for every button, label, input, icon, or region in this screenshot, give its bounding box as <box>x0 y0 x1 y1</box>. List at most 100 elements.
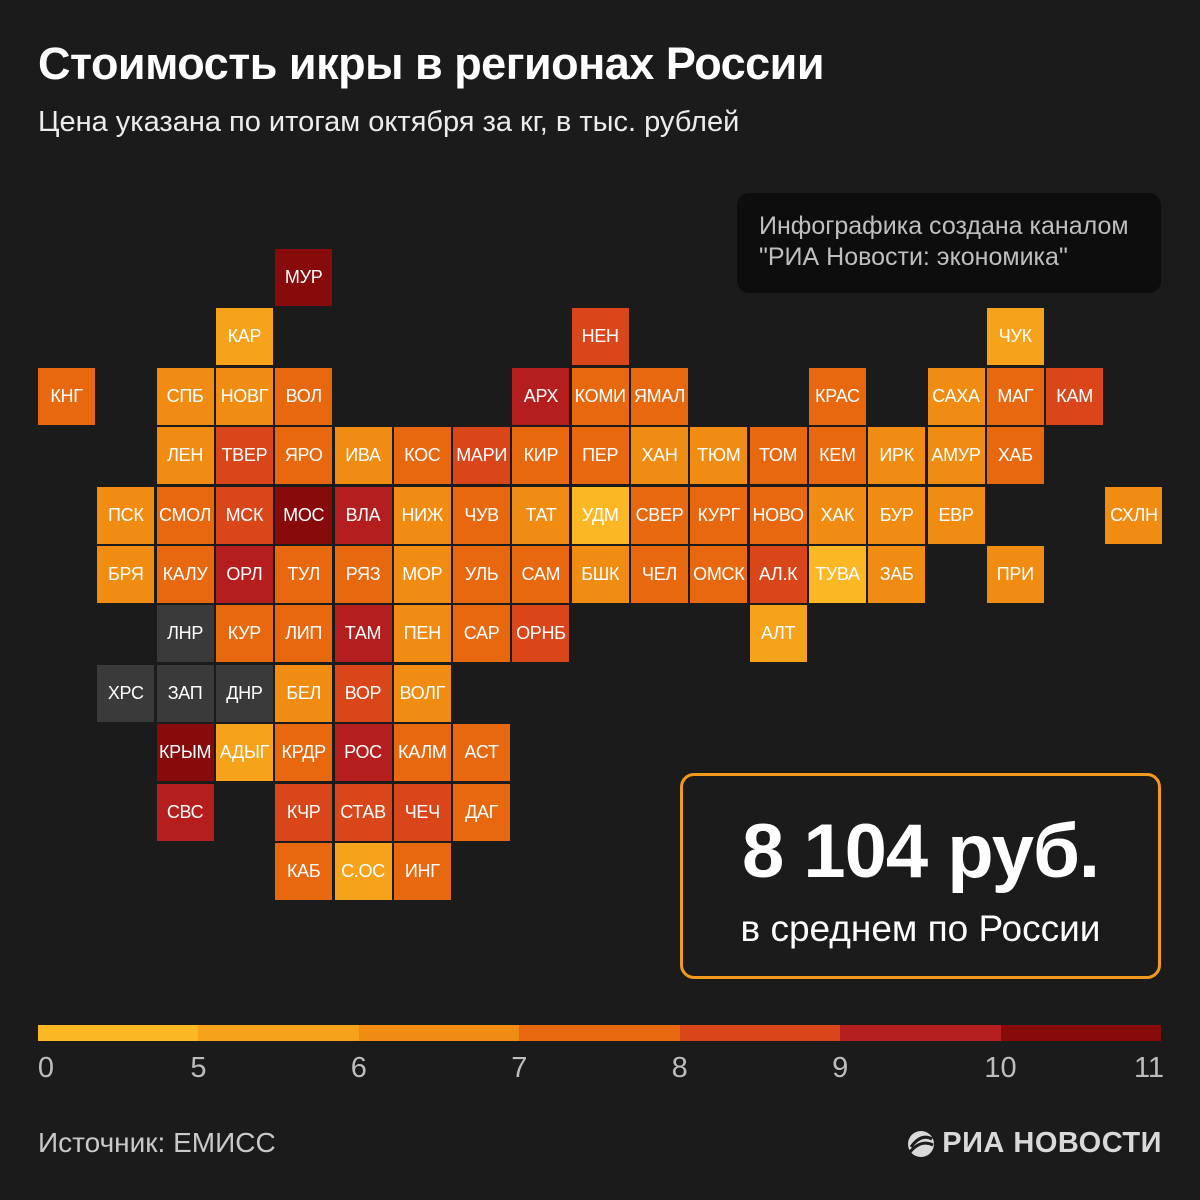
region-cell: ТУВА <box>808 546 866 603</box>
legend-tick: 11 <box>1133 1052 1165 1084</box>
region-cell: ЯРО <box>275 427 333 485</box>
legend-segment <box>1000 1025 1161 1041</box>
average-price-value: 8 104 руб. <box>741 809 1100 894</box>
region-cell: АСТ <box>453 724 511 782</box>
legend-segment <box>38 1025 199 1041</box>
region-cell: МАГ <box>986 367 1044 425</box>
legend-segment <box>679 1025 841 1041</box>
region-cell: ЕВР <box>927 486 985 544</box>
region-cell: КНГ <box>38 367 95 425</box>
region-cell: МСК <box>215 486 273 544</box>
region-cell: ПСК <box>97 486 155 544</box>
region-cell: ИРК <box>868 427 926 485</box>
region-cell: АЛТ <box>749 605 807 663</box>
credit-box: Инфографика создана каналом "РИА Новости… <box>737 193 1161 293</box>
region-cell: ВЛА <box>334 486 392 544</box>
region-cell: ВОЛ <box>275 367 333 425</box>
region-cell: КУР <box>215 605 273 663</box>
region-cell: ИВА <box>334 427 392 485</box>
region-cell: ЗАП <box>156 664 214 722</box>
legend-tick: 8 <box>671 1052 688 1084</box>
region-cell: РЯЗ <box>334 546 392 603</box>
region-cell: НОВГ <box>215 367 273 425</box>
average-price-caption: в среднем по России <box>740 908 1101 949</box>
region-cell: КУРГ <box>690 486 748 544</box>
region-cell: КЕМ <box>808 427 866 485</box>
region-cell: КАЛМ <box>393 724 451 782</box>
region-cell: ВОР <box>334 664 392 722</box>
region-cell: КАМ <box>1046 367 1104 425</box>
region-cell: СПБ <box>156 367 214 425</box>
region-cell: ТЮМ <box>690 427 748 485</box>
region-cell: БЕЛ <box>275 664 333 722</box>
region-cell: КРДР <box>275 724 333 782</box>
region-cell: АЛ.К <box>749 546 807 603</box>
legend-tick: 6 <box>350 1052 367 1084</box>
region-cell: ЧЕЧ <box>393 783 451 841</box>
region-cell: КИР <box>512 427 570 485</box>
region-cell: СВС <box>156 783 214 841</box>
region-cell: ЧЕЛ <box>631 546 688 603</box>
color-legend <box>38 1025 1161 1041</box>
region-cell: МОС <box>275 486 333 544</box>
region-cell: ТУЛ <box>275 546 333 603</box>
legend-segment <box>358 1025 520 1041</box>
region-cell: ПЕН <box>393 605 451 663</box>
region-cell: ЧУК <box>986 308 1044 366</box>
region-cell: СТАВ <box>334 783 392 841</box>
summary-box: 8 104 руб. в среднем по России <box>680 773 1161 979</box>
region-cell: КАР <box>215 308 273 366</box>
region-cell: ОРНБ <box>512 605 570 663</box>
legend-segment <box>198 1025 359 1041</box>
region-cell: МАРИ <box>453 427 511 485</box>
region-cell: ЧУВ <box>453 486 511 544</box>
region-cell: ОРЛ <box>215 546 273 603</box>
region-cell: ПРИ <box>986 546 1044 603</box>
region-cell: ХАН <box>631 427 688 485</box>
legend-segment <box>519 1025 680 1041</box>
region-cell: КОС <box>393 427 451 485</box>
region-cell: НЕН <box>571 308 629 366</box>
region-cell: СХЛН <box>1105 486 1163 544</box>
region-cell: ПЕР <box>571 427 629 485</box>
legend-tick: 9 <box>832 1052 849 1084</box>
region-cell: ТОМ <box>749 427 807 485</box>
region-cell: КРЫМ <box>156 724 214 782</box>
source-text: Источник: ЕМИСС <box>38 1127 276 1158</box>
credit-line-1: Инфографика создана каналом <box>759 212 1129 240</box>
region-cell: КЧР <box>275 783 333 841</box>
region-cell: КАБ <box>275 843 333 900</box>
region-cell: ХАБ <box>986 427 1044 485</box>
page-title: Стоимость икры в регионах России <box>38 38 825 89</box>
region-cell: НОВО <box>749 486 807 544</box>
region-cell: МОР <box>393 546 451 603</box>
region-cell: ДАГ <box>453 783 511 841</box>
region-cell: ТАТ <box>512 486 570 544</box>
region-cell: ВОЛГ <box>393 664 451 722</box>
region-cell: САМ <box>512 546 570 603</box>
region-cell: АДЫГ <box>215 724 273 782</box>
region-cell: СВЕР <box>631 486 688 544</box>
region-cell: КОМИ <box>571 367 629 425</box>
region-cell: КАЛУ <box>156 546 214 603</box>
region-cell: АМУР <box>927 427 985 485</box>
region-cell: МУР <box>275 249 333 306</box>
legend-segment <box>840 1025 1001 1041</box>
region-cell: ДНР <box>215 664 273 722</box>
region-cell: УДМ <box>571 486 629 544</box>
legend-tick: 0 <box>37 1052 55 1084</box>
region-cell: НИЖ <box>393 486 451 544</box>
region-cell: БШК <box>571 546 629 603</box>
credit-line-2: "РИА Новости: экономика" <box>759 243 1068 271</box>
region-cell: ЛИП <box>275 605 333 663</box>
region-cell: С.ОС <box>334 843 392 900</box>
region-cell: БУР <box>868 486 926 544</box>
region-cell: УЛЬ <box>453 546 511 603</box>
region-cell: КРАС <box>808 367 866 425</box>
ria-logo-icon <box>908 1130 935 1157</box>
page-subtitle: Цена указана по итогам октября за кг, в … <box>38 106 740 138</box>
region-cell: ХРС <box>97 664 155 722</box>
region-cell: ХАК <box>808 486 866 544</box>
region-cell: ТАМ <box>334 605 392 663</box>
legend-tick: 7 <box>511 1052 528 1084</box>
